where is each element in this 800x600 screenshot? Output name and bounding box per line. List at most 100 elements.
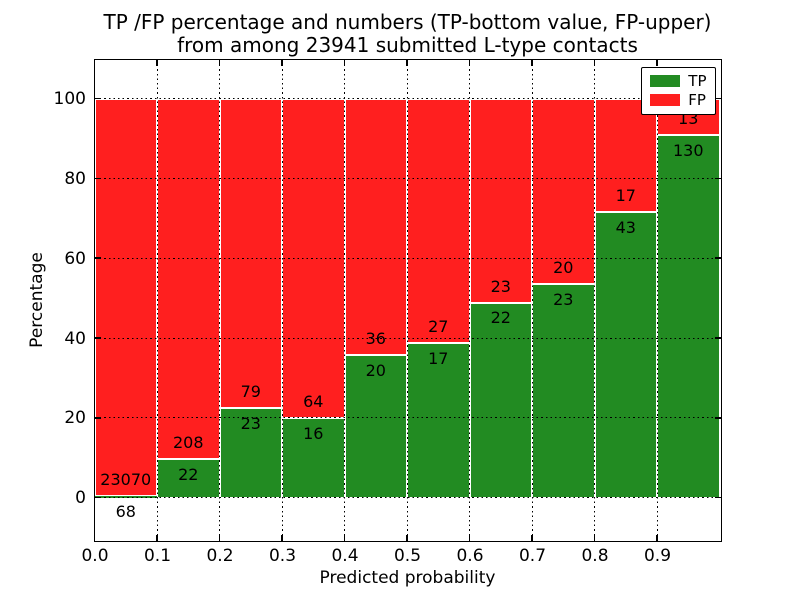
legend: TP FP [641, 66, 716, 115]
x-tick-label: 0.2 [206, 546, 234, 566]
x-tick-mark [531, 534, 533, 541]
fp-legend-label: FP [688, 90, 706, 109]
gridline-x [531, 59, 533, 541]
x-tick-mark [343, 59, 346, 66]
x-tick-mark [218, 59, 221, 66]
gridline-x [656, 59, 658, 541]
x-tick-label: 0.0 [81, 546, 109, 566]
y-tick-mark [714, 97, 721, 100]
fp-count-label: 20 [553, 258, 574, 278]
chart-title-line2: from among 23941 submitted L-type contac… [177, 33, 638, 57]
tp-count-label: 17 [428, 349, 449, 369]
y-tick-mark [94, 177, 101, 180]
tp-count-label: 23 [553, 290, 574, 310]
x-tick-label: 0.7 [518, 546, 547, 566]
fp-count-label: 36 [365, 329, 386, 349]
x-tick-label: 0.1 [143, 546, 172, 566]
x-tick-mark [406, 534, 408, 541]
tp-legend-swatch [650, 75, 681, 87]
y-tick-mark [94, 97, 101, 100]
tp-count-label: 20 [365, 361, 386, 381]
gridline-y [94, 337, 721, 339]
x-tick-mark [593, 59, 596, 66]
chart-title: TP /FP percentage and numbers (TP-bottom… [95, 11, 720, 57]
y-tick-label: 100 [53, 89, 86, 110]
fp-count-label: 208 [172, 433, 204, 453]
y-tick-mark [94, 496, 101, 499]
y-tick-mark [714, 496, 721, 499]
gridline-x [406, 59, 408, 541]
gridline-x [219, 59, 220, 541]
bar-segment-fp [469, 98, 532, 303]
y-tick-label: 20 [64, 408, 86, 429]
y-tick-mark [714, 257, 721, 259]
y-tick-mark [714, 177, 721, 180]
x-tick-mark [593, 534, 596, 541]
y-tick-mark [714, 337, 721, 339]
gridline-x [344, 59, 345, 541]
x-tick-mark [531, 59, 533, 66]
fp-legend-swatch [650, 94, 681, 106]
tp-count-label: 22 [178, 465, 199, 485]
x-tick-mark [656, 534, 658, 541]
y-tick-label: 80 [64, 168, 86, 189]
gridline-x [594, 59, 595, 541]
y-tick-label: 60 [64, 248, 86, 269]
gridline-x [469, 59, 470, 541]
y-tick-label: 0 [75, 488, 86, 509]
gridline-y [94, 417, 721, 419]
x-tick-label: 0.3 [268, 546, 297, 566]
x-tick-label: 0.8 [581, 546, 609, 566]
fp-count-label: 79 [240, 381, 261, 401]
bar-segment-fp [407, 98, 470, 344]
gridline-y [94, 257, 721, 259]
y-tick-mark [714, 417, 721, 419]
legend-item-fp: FP [650, 90, 706, 109]
x-tick-mark [218, 534, 221, 541]
fp-count-label: 64 [303, 391, 324, 411]
bar-segment-tp [94, 496, 157, 498]
gridline-y [94, 497, 721, 499]
bar-segment-fp [94, 98, 157, 497]
fp-count-label: 23070 [100, 470, 152, 490]
tp-count-label: 43 [615, 217, 636, 237]
x-tick-mark [281, 534, 283, 541]
x-axis-label: Predicted probability [319, 568, 496, 588]
tp-count-label: 130 [672, 140, 704, 160]
x-tick-mark [343, 534, 346, 541]
y-tick-mark [94, 257, 101, 259]
x-tick-mark [468, 59, 471, 66]
chart-title-line1: TP /FP percentage and numbers (TP-bottom… [103, 10, 712, 34]
tp-count-label: 16 [303, 423, 324, 443]
x-tick-mark [656, 59, 658, 66]
gridline-x [281, 59, 283, 541]
x-tick-mark [281, 59, 283, 66]
y-tick-label: 40 [64, 328, 86, 349]
x-tick-mark [406, 59, 408, 66]
gridline-x [156, 59, 158, 541]
bar-segment-fp [344, 98, 407, 356]
x-tick-mark [156, 534, 158, 541]
bar-segment-fp [219, 98, 282, 408]
tp-legend-label: TP [688, 71, 707, 90]
y-tick-mark [94, 337, 101, 339]
plot-area: TP FP 23070 68 208 22 79 23 64 16 36 20 27 17 23 22 20… [93, 58, 722, 542]
gridline-y [94, 98, 721, 100]
x-tick-mark [468, 534, 471, 541]
x-tick-label: 0.4 [331, 546, 359, 566]
legend-item-tp: TP [650, 71, 707, 90]
bar-segment-tp [157, 459, 220, 498]
bar-segment-fp [157, 98, 220, 460]
tp-count-label: 22 [490, 308, 511, 328]
fp-count-label: 17 [615, 185, 636, 205]
y-tick-mark [94, 417, 101, 419]
tp-count-label: 68 [115, 502, 136, 522]
x-tick-label: 0.6 [456, 546, 484, 566]
fp-count-label: 27 [428, 317, 449, 337]
tp-count-label: 23 [240, 413, 261, 433]
x-tick-mark [156, 59, 158, 66]
gridline-y [94, 177, 721, 179]
bar-segment-tp [594, 211, 657, 498]
x-tick-label: 0.5 [393, 546, 422, 566]
